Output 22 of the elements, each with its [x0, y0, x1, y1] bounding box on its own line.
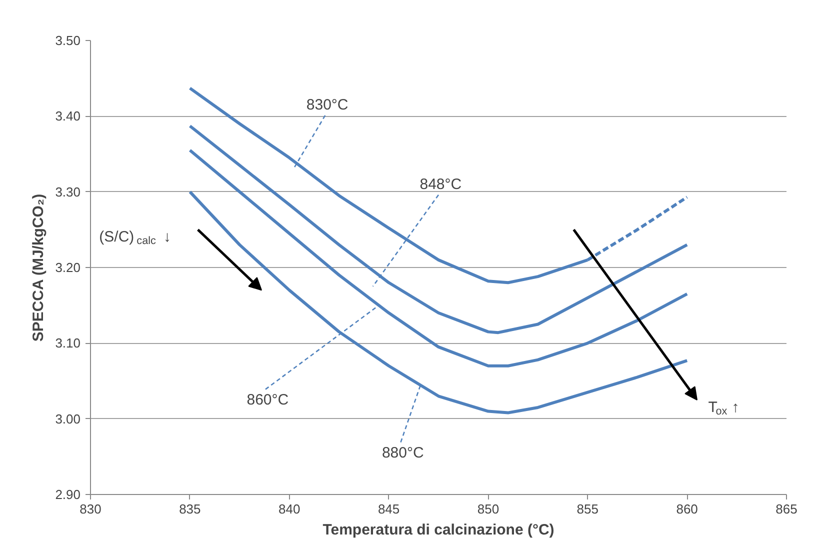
y-tick-label: 3.30 [55, 184, 81, 200]
line-series [188, 124, 689, 334]
x-tick-label: 845 [378, 502, 400, 516]
x-tick-label: 840 [278, 502, 300, 516]
annotation: 880°C [382, 444, 424, 462]
annotation: 830°C [306, 96, 348, 114]
y-tick-label: 2.90 [55, 487, 81, 502]
x-axis-title: Temperatura di calcinazione (°C) [322, 522, 554, 538]
x-tick-label: 850 [477, 502, 500, 516]
annotation: 848°C [420, 176, 462, 193]
y-tick-label: 3.10 [55, 336, 81, 351]
y-tick-label: 3.50 [55, 33, 81, 48]
y-tick-label: 3.00 [55, 411, 81, 426]
x-tick-label: 855 [576, 502, 598, 516]
x-tick-label: 860 [676, 502, 698, 516]
y-tick-label: 3.40 [55, 108, 81, 124]
x-tick-label: 835 [179, 502, 201, 516]
x-tick-label: 865 [776, 502, 798, 516]
x-tick-label: 830 [80, 502, 102, 516]
y-tick-label: 3.20 [55, 260, 81, 275]
y-axis-title: SPECCA (MJ/kgCO₂) [30, 194, 48, 342]
annotation: 860°C [246, 391, 289, 408]
